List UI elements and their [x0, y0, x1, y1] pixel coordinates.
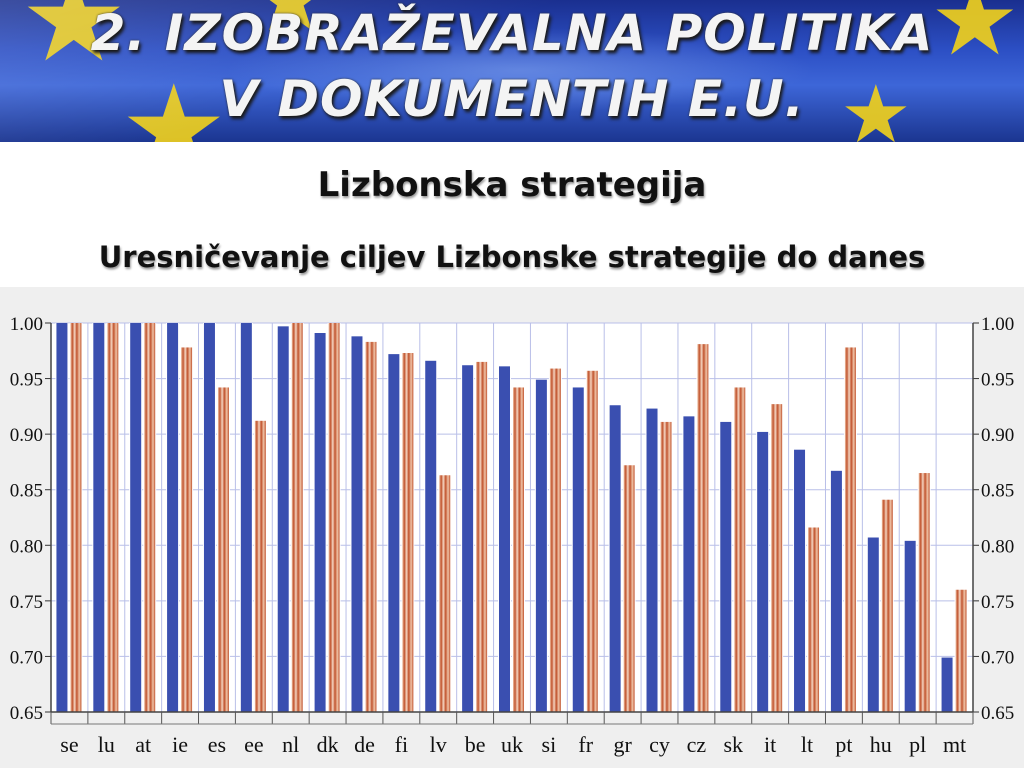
x-tick-label: cy — [649, 732, 670, 757]
bar-chart: 0.65 0.65 0.70 0.70 0.75 0.75 0.80 0.80 0.85 0.85… — [10, 314, 1015, 757]
x-tick-label: be — [465, 732, 486, 757]
bar-series2 — [881, 499, 893, 712]
bar-series1 — [572, 387, 584, 712]
x-tick-label: gr — [613, 732, 632, 757]
bar-series2 — [844, 347, 856, 712]
bar-series1 — [941, 657, 953, 712]
bar-series1 — [56, 323, 68, 712]
bar-series1 — [757, 431, 769, 712]
x-tick-label: nl — [282, 732, 299, 757]
bar-series1 — [646, 408, 658, 712]
section-heading: Lizbonska strategija — [317, 165, 707, 205]
bar-series2 — [291, 323, 303, 712]
x-tick-label: at — [135, 732, 151, 757]
page-title: 2. IZOBRAŽEVALNA POLITIKA — [90, 4, 934, 62]
x-tick-label: lt — [801, 732, 813, 757]
x-tick-label: fr — [578, 732, 593, 757]
y-tick-label: 0.75 — [10, 592, 43, 613]
bar-series2 — [771, 404, 783, 712]
y-tick-label-right: 1.00 — [981, 314, 1014, 335]
x-tick-label: fi — [395, 732, 408, 757]
y-tick-label: 0.95 — [10, 370, 43, 391]
bar-series1 — [277, 326, 289, 712]
y-tick-label: 0.85 — [10, 481, 43, 502]
bar-series1 — [93, 323, 105, 712]
bar-series2 — [549, 368, 561, 712]
x-tick-label: ie — [172, 732, 188, 757]
x-tick-label: hu — [870, 732, 892, 757]
bar-series1 — [388, 354, 400, 712]
bar-series1 — [314, 333, 326, 712]
bar-series2 — [918, 473, 930, 712]
bar-series2 — [107, 323, 119, 712]
bar-series2 — [217, 387, 229, 712]
page-title-line2: V DOKUMENTIH E.U. — [219, 70, 805, 128]
bar-series2 — [734, 387, 746, 712]
x-tick-label: se — [60, 732, 78, 757]
y-tick-label-right: 0.80 — [981, 536, 1014, 557]
bar-series1 — [130, 323, 142, 712]
y-tick-label-right: 0.90 — [981, 425, 1014, 446]
x-tick-label: mt — [943, 732, 966, 757]
bar-series2 — [513, 387, 524, 712]
x-tick-label: uk — [501, 732, 523, 757]
x-tick-label: ee — [244, 732, 264, 757]
bar-series1 — [867, 537, 879, 712]
y-tick-label-right: 0.85 — [981, 481, 1014, 502]
bar-series2 — [365, 341, 377, 712]
chart-heading: Uresničevanje ciljev Lizbonske strategij… — [98, 240, 926, 274]
y-tick-label: 0.70 — [10, 647, 43, 668]
x-tick-label: es — [208, 732, 226, 757]
bar-series1 — [462, 365, 474, 712]
bar-series2 — [955, 589, 967, 712]
x-tick-label: dk — [317, 732, 339, 757]
x-tick-label: lu — [98, 732, 115, 757]
y-tick-label-right: 0.75 — [981, 592, 1014, 613]
bar-series2 — [144, 323, 156, 712]
y-tick-label-right: 0.95 — [981, 370, 1014, 391]
x-tick-label: it — [764, 732, 776, 757]
bar-series1 — [167, 323, 179, 712]
x-tick-label: lv — [430, 732, 447, 757]
x-tick-label: pl — [909, 732, 926, 757]
bar-series2 — [697, 344, 709, 712]
bar-series1 — [794, 449, 806, 712]
bar-series1 — [830, 470, 842, 712]
bar-series2 — [623, 465, 635, 712]
bar-series2 — [586, 370, 598, 712]
x-tick-label: cz — [687, 732, 707, 757]
bar-series2 — [808, 527, 820, 712]
bar-series1 — [535, 379, 547, 712]
x-tick-label: pt — [835, 732, 852, 757]
bar-series1 — [425, 360, 437, 712]
bar-series2 — [254, 420, 266, 712]
bar-series2 — [181, 347, 193, 712]
y-tick-label: 0.80 — [10, 536, 43, 557]
bar-series1 — [720, 421, 732, 712]
bar-series1 — [904, 540, 916, 712]
bar-series1 — [609, 405, 621, 712]
y-tick-label-right: 0.65 — [981, 703, 1014, 724]
bar-series2 — [70, 323, 82, 712]
x-tick-label: de — [354, 732, 375, 757]
x-tick-label: sk — [723, 732, 743, 757]
x-tick-label: si — [542, 732, 557, 757]
y-tick-label: 1.00 — [10, 314, 43, 335]
bar-series2 — [439, 475, 451, 712]
bar-series1 — [683, 416, 695, 712]
y-tick-label: 0.65 — [10, 703, 43, 724]
y-tick-label: 0.90 — [10, 425, 43, 446]
bar-series1 — [351, 336, 363, 712]
bar-series2 — [476, 361, 488, 712]
bar-series2 — [402, 353, 414, 712]
bar-series1 — [203, 323, 215, 712]
bar-series2 — [328, 323, 340, 712]
bar-series1 — [499, 366, 510, 712]
chart-area: 0.65 0.65 0.70 0.70 0.75 0.75 0.80 0.80 0.85 0.85… — [0, 287, 1024, 768]
bar-series1 — [240, 323, 252, 712]
y-tick-label-right: 0.70 — [981, 647, 1014, 668]
bar-series2 — [660, 421, 672, 712]
header-banner: ★ ★ ★ ★ ★ 2. IZOBRAŽEVALNA POLITIKA V DO… — [0, 0, 1024, 142]
